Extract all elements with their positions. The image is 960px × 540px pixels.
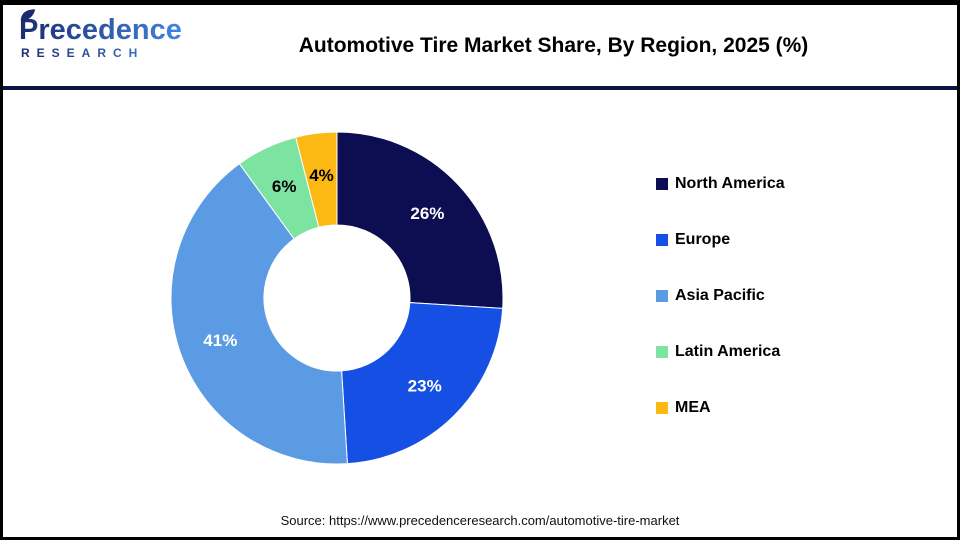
pie-slice-north-america xyxy=(336,131,504,309)
logo-sub-text: RESEARCH xyxy=(21,46,189,60)
pie-slice-asia-pacific xyxy=(170,163,348,465)
legend-item-latin-america: Latin America xyxy=(656,341,785,363)
slice-value-label-north-america: 26% xyxy=(410,204,444,223)
source-text: Source: https://www.precedenceresearch.c… xyxy=(280,513,680,528)
slice-value-label-asia-pacific: 41% xyxy=(203,331,237,350)
slice-value-label-latin-america: 6% xyxy=(272,177,297,196)
pie-slice-europe xyxy=(341,302,504,465)
chart-legend: North America Europe Asia Pacific Latin Ame… xyxy=(656,173,785,453)
legend-item-mea: MEA xyxy=(656,397,785,419)
donut-chart: 26% 23% 41% 6% 4% xyxy=(170,131,504,465)
legend-label-europe: Europe xyxy=(675,231,731,248)
legend-swatch-latin-america xyxy=(656,346,668,358)
slice-value-label-mea: 4% xyxy=(309,166,334,185)
legend-label-latin-america: Latin America xyxy=(675,343,781,360)
precedence-research-logo: Precedence RESEARCH xyxy=(19,9,189,60)
pie-slice-mea xyxy=(295,131,338,228)
legend-label-asia-pacific: Asia Pacific xyxy=(675,287,765,304)
legend-label-mea: MEA xyxy=(675,399,711,416)
chart-title: Automotive Tire Market Share, By Region,… xyxy=(298,34,809,57)
legend-swatch-europe xyxy=(656,234,668,246)
legend-item-asia-pacific: Asia Pacific xyxy=(656,285,785,307)
legend-label-north-america: North America xyxy=(675,175,785,192)
slice-value-label-europe: 23% xyxy=(408,377,442,396)
legend-item-north-america: North America xyxy=(656,173,785,195)
legend-swatch-asia-pacific xyxy=(656,290,668,302)
legend-swatch-north-america xyxy=(656,178,668,190)
header-divider xyxy=(3,86,957,90)
logo-brand-text: Precedence xyxy=(19,9,182,45)
legend-swatch-mea xyxy=(656,402,668,414)
leaf-icon xyxy=(20,9,36,21)
legend-item-europe: Europe xyxy=(656,229,785,251)
